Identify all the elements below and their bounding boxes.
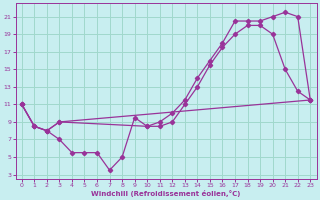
X-axis label: Windchill (Refroidissement éolien,°C): Windchill (Refroidissement éolien,°C) xyxy=(91,190,241,197)
